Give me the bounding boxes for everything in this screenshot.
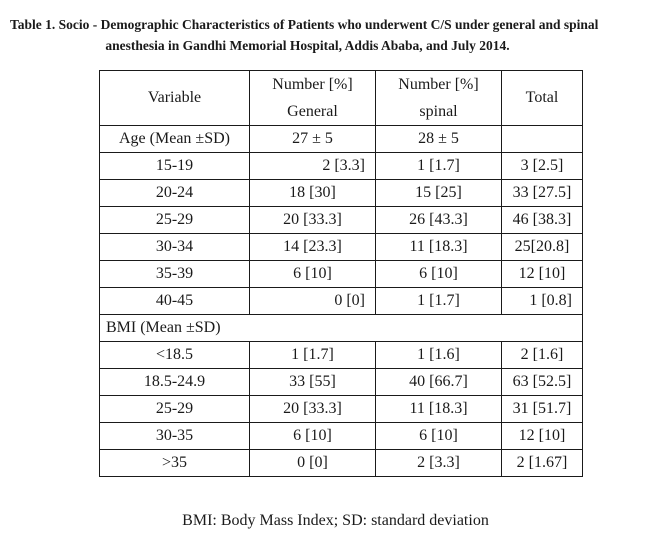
- table-row: 15-19 2 [3.3] 1 [1.7] 3 [2.5]: [99, 152, 583, 180]
- age-section-label: Age (Mean ±SD): [99, 125, 250, 153]
- row-spinal: 6 [10]: [375, 260, 502, 288]
- row-spinal: 40 [66.7]: [375, 368, 502, 396]
- row-spinal: 15 [25]: [375, 179, 502, 207]
- row-general: 14 [23.3]: [249, 233, 376, 261]
- demographics-table: Variable Number [%] Number [%] Total Gen…: [99, 70, 583, 477]
- row-total: 63 [52.5]: [501, 368, 583, 396]
- table-row: 30-34 14 [23.3] 11 [18.3] 25[20.8]: [99, 233, 583, 261]
- age-total-mean: [501, 125, 583, 153]
- table-footnote: BMI: Body Mass Index; SD: standard devia…: [182, 512, 489, 529]
- row-general: 20 [33.3]: [249, 206, 376, 234]
- row-spinal: 1 [1.6]: [375, 341, 502, 369]
- row-variable: 40-45: [99, 287, 250, 315]
- row-general: 0 [0]: [249, 287, 376, 315]
- row-general: 0 [0]: [249, 449, 376, 477]
- row-general: 18 [30]: [249, 179, 376, 207]
- row-general: 20 [33.3]: [249, 395, 376, 423]
- row-total: 2 [1.6]: [501, 341, 583, 369]
- row-general: 33 [55]: [249, 368, 376, 396]
- table-row: >35 0 [0] 2 [3.3] 2 [1.67]: [99, 449, 583, 477]
- caption-line-1: Table 1. Socio - Demographic Characteris…: [10, 17, 599, 32]
- header-total: Total: [501, 70, 583, 126]
- row-spinal: 11 [18.3]: [375, 395, 502, 423]
- table-row: 25-29 20 [33.3] 26 [43.3] 46 [38.3]: [99, 206, 583, 234]
- row-general: 6 [10]: [249, 422, 376, 450]
- table-row: 40-45 0 [0] 1 [1.7] 1 [0.8]: [99, 287, 583, 315]
- row-total: 2 [1.67]: [501, 449, 583, 477]
- table-row: <18.5 1 [1.7] 1 [1.6] 2 [1.6]: [99, 341, 583, 369]
- row-spinal: 1 [1.7]: [375, 152, 502, 180]
- row-spinal: 6 [10]: [375, 422, 502, 450]
- table-row: 30-35 6 [10] 6 [10] 12 [10]: [99, 422, 583, 450]
- header-spinal-bottom: spinal: [375, 98, 502, 126]
- row-spinal: 1 [1.7]: [375, 287, 502, 315]
- row-variable: >35: [99, 449, 250, 477]
- bmi-section-label: BMI (Mean ±SD): [99, 314, 583, 342]
- row-total: 1 [0.8]: [501, 287, 583, 315]
- header-row-top: Variable Number [%] Number [%] Total: [99, 70, 583, 126]
- row-total: 33 [27.5]: [501, 179, 583, 207]
- row-total: 12 [10]: [501, 260, 583, 288]
- row-general: 6 [10]: [249, 260, 376, 288]
- table-caption: Table 1. Socio - Demographic Characteris…: [10, 14, 665, 56]
- row-total: 3 [2.5]: [501, 152, 583, 180]
- age-spinal-mean: 28 ± 5: [375, 125, 502, 153]
- header-general-top: Number [%]: [249, 70, 376, 98]
- row-variable: 25-29: [99, 206, 250, 234]
- age-general-mean: 27 ± 5: [249, 125, 376, 153]
- row-variable: 30-35: [99, 422, 250, 450]
- row-variable: 15-19: [99, 152, 250, 180]
- header-spinal-top: Number [%]: [375, 70, 502, 98]
- table-row: 25-29 20 [33.3] 11 [18.3] 31 [51.7]: [99, 395, 583, 423]
- row-general: 1 [1.7]: [249, 341, 376, 369]
- header-general-bottom: General: [249, 98, 376, 126]
- row-total: 25[20.8]: [501, 233, 583, 261]
- age-section-row: Age (Mean ±SD) 27 ± 5 28 ± 5: [99, 125, 583, 153]
- table-row: 35-39 6 [10] 6 [10] 12 [10]: [99, 260, 583, 288]
- row-variable: <18.5: [99, 341, 250, 369]
- row-total: 31 [51.7]: [501, 395, 583, 423]
- row-spinal: 2 [3.3]: [375, 449, 502, 477]
- table-row: 18.5-24.9 33 [55] 40 [66.7] 63 [52.5]: [99, 368, 583, 396]
- row-variable: 35-39: [99, 260, 250, 288]
- row-total: 12 [10]: [501, 422, 583, 450]
- row-general: 2 [3.3]: [249, 152, 376, 180]
- bmi-section-row: BMI (Mean ±SD): [99, 314, 583, 342]
- row-variable: 20-24: [99, 179, 250, 207]
- row-spinal: 26 [43.3]: [375, 206, 502, 234]
- header-variable: Variable: [99, 70, 250, 126]
- row-variable: 25-29: [99, 395, 250, 423]
- row-spinal: 11 [18.3]: [375, 233, 502, 261]
- row-variable: 30-34: [99, 233, 250, 261]
- row-total: 46 [38.3]: [501, 206, 583, 234]
- caption-line-2: anesthesia in Gandhi Memorial Hospital, …: [105, 38, 510, 53]
- header-row-bottom: General spinal: [100, 98, 583, 126]
- row-variable: 18.5-24.9: [99, 368, 250, 396]
- table-row: 20-24 18 [30] 15 [25] 33 [27.5]: [99, 179, 583, 207]
